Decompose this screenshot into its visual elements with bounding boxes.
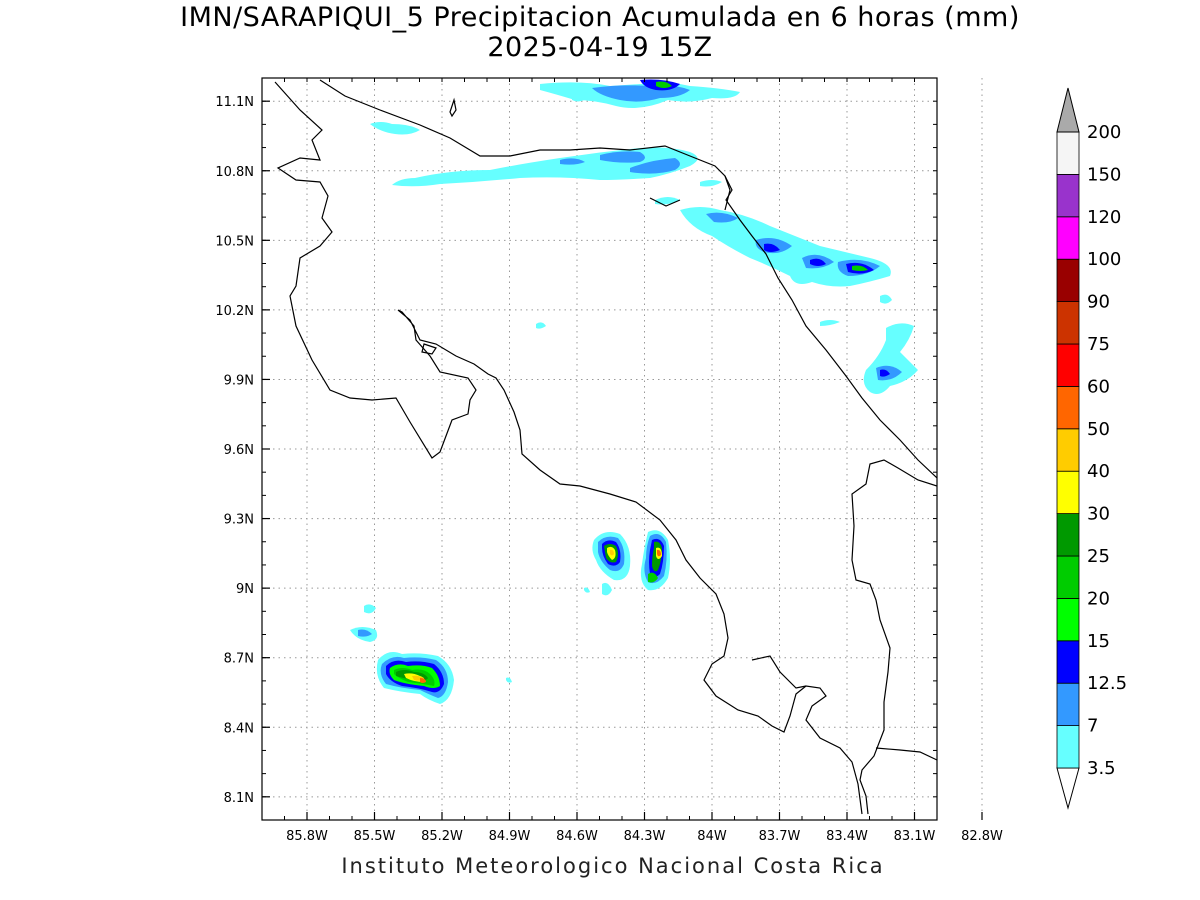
colorbar-segment bbox=[1056, 301, 1080, 345]
y-tick-label: 10.5N bbox=[215, 234, 254, 249]
x-tick-label: 85.2W bbox=[421, 829, 463, 844]
caribbean-offshore-isle bbox=[649, 197, 681, 207]
x-tick-label: 83.1W bbox=[894, 829, 936, 844]
colorbar-label: 40 bbox=[1087, 461, 1110, 482]
colorbar-label: 50 bbox=[1087, 419, 1110, 440]
y-axis: 8.1N 8.4N 8.7N 9N 9.3N 9.6N 9.9N 10.2N 10.5N 10.8… bbox=[215, 77, 937, 821]
panama-south-coast bbox=[875, 747, 937, 761]
y-tick-label: 9.9N bbox=[224, 373, 254, 388]
colorbar-segment bbox=[1056, 385, 1080, 430]
colorbar-label: 12.5 bbox=[1087, 673, 1127, 694]
x-tick-label: 85.5W bbox=[354, 829, 396, 844]
colorbar-legend: 3.5 7 12.5 15 20 25 30 40 50 60 75 90 100 120 150 200 bbox=[1056, 87, 1127, 810]
colorbar-label: 3.5 bbox=[1087, 758, 1116, 779]
y-tick-label: 8.1N bbox=[224, 791, 254, 806]
colorbar-segment bbox=[1056, 682, 1080, 727]
colorbar-label: 60 bbox=[1087, 376, 1110, 397]
precip-band-northeast bbox=[536, 207, 918, 394]
colorbar-under-arrow bbox=[1056, 767, 1080, 810]
colorbar-label: 15 bbox=[1087, 631, 1110, 652]
colorbar-segment bbox=[1056, 343, 1080, 387]
y-tick-label: 8.4N bbox=[224, 721, 254, 736]
precip-band-108n bbox=[370, 122, 722, 205]
colorbar-segment bbox=[1056, 258, 1080, 303]
y-tick-label: 11.1N bbox=[215, 95, 254, 110]
map-subtitle-date: 2025-04-19 15Z bbox=[487, 32, 713, 63]
colorbar-label: 90 bbox=[1087, 292, 1110, 313]
x-tick-label: 84.3W bbox=[624, 829, 666, 844]
precip-cells-southwest bbox=[350, 604, 512, 704]
precipitation-fields bbox=[350, 79, 918, 704]
x-axis: 85.8W 85.5W 85.2W 84.9W 84.6W 84.3W 84W 83.7W 83… bbox=[261, 78, 1003, 844]
x-tick-label: 84.6W bbox=[556, 829, 598, 844]
grid-lines bbox=[262, 78, 983, 820]
colorbar-segment bbox=[1056, 513, 1080, 557]
colorbar-label: 200 bbox=[1087, 122, 1121, 143]
colorbar-segment bbox=[1056, 173, 1080, 218]
map-title: IMN/SARAPIQUI_5 Precipitacion Acumulada … bbox=[180, 2, 1020, 33]
y-tick-label: 9.3N bbox=[224, 513, 254, 528]
colorbar-segment bbox=[1056, 428, 1080, 472]
colorbar-over-arrow bbox=[1056, 87, 1080, 133]
colorbar-label: 25 bbox=[1087, 546, 1110, 567]
y-tick-label: 10.2N bbox=[215, 304, 254, 319]
y-tick-label: 9.6N bbox=[224, 443, 254, 458]
colorbar-segment bbox=[1056, 640, 1080, 684]
x-tick-label: 85.8W bbox=[286, 829, 328, 844]
colorbar-label: 20 bbox=[1087, 588, 1110, 609]
map-frame-background bbox=[262, 78, 937, 820]
precip-band-north bbox=[540, 79, 740, 108]
coastlines-borders bbox=[274, 79, 937, 815]
y-tick-label: 9N bbox=[236, 582, 254, 597]
colorbar-label: 150 bbox=[1087, 164, 1121, 185]
precip-cells-central bbox=[584, 530, 670, 596]
colorbar-segment bbox=[1056, 216, 1080, 260]
colorbar-label: 100 bbox=[1087, 249, 1121, 270]
colorbar-label: 30 bbox=[1087, 504, 1110, 525]
x-tick-label: 84.9W bbox=[489, 829, 531, 844]
y-tick-label: 10.8N bbox=[215, 165, 254, 180]
x-tick-label: 83.7W bbox=[759, 829, 801, 844]
nicoya-gulf-island bbox=[421, 343, 437, 355]
colorbar-segment bbox=[1056, 555, 1080, 599]
x-tick-label: 84W bbox=[697, 829, 727, 844]
colorbar-label: 75 bbox=[1087, 334, 1110, 355]
colorbar-segment bbox=[1056, 470, 1080, 515]
panama-border bbox=[851, 459, 937, 815]
colorbar-segment bbox=[1056, 725, 1080, 769]
caribbean-coast bbox=[724, 175, 937, 479]
colorbar-segment bbox=[1056, 131, 1080, 175]
nicaragua-border bbox=[319, 79, 731, 211]
x-tick-label: 83.4W bbox=[826, 829, 868, 844]
footer-credit: Instituto Meteorologico Nacional Costa R… bbox=[341, 854, 885, 878]
osa-peninsula bbox=[751, 655, 807, 689]
y-tick-label: 8.7N bbox=[224, 652, 254, 667]
x-tick-label: 82.8W bbox=[961, 829, 1003, 844]
colorbar-segment bbox=[1056, 598, 1080, 642]
colorbar-label: 120 bbox=[1087, 207, 1121, 228]
pacific-coast-north bbox=[274, 81, 863, 815]
colorbar-label: 7 bbox=[1087, 716, 1098, 737]
nicaragua-lake-island bbox=[449, 97, 457, 118]
